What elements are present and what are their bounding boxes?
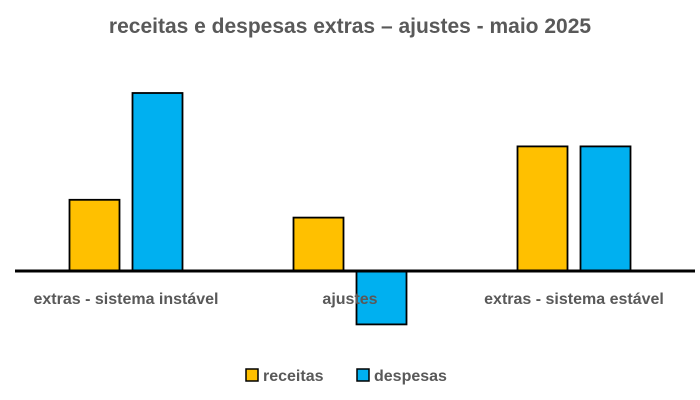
category-label: ajustes <box>322 291 377 308</box>
bars-group <box>68 92 632 326</box>
legend-swatch-despesas <box>356 368 370 382</box>
bar-despesas <box>355 270 408 326</box>
legend-label-despesas: despesas <box>374 368 447 385</box>
chart-title: receitas e despesas extras – ajustes - m… <box>109 15 591 38</box>
legend-label-receitas: receitas <box>263 368 324 385</box>
bar-receitas <box>292 216 345 272</box>
bar-despesas <box>579 145 632 272</box>
category-label: extras - sistema instável <box>34 291 219 308</box>
category-labels: extras - sistema instável ajustes extras… <box>34 291 664 308</box>
bar-receitas <box>516 145 569 272</box>
bar-receitas <box>68 198 121 272</box>
legend-swatch-receitas <box>245 368 259 382</box>
bar-despesas <box>131 92 184 272</box>
legend: receitas despesas <box>245 368 447 385</box>
category-label: extras - sistema estável <box>484 291 664 308</box>
